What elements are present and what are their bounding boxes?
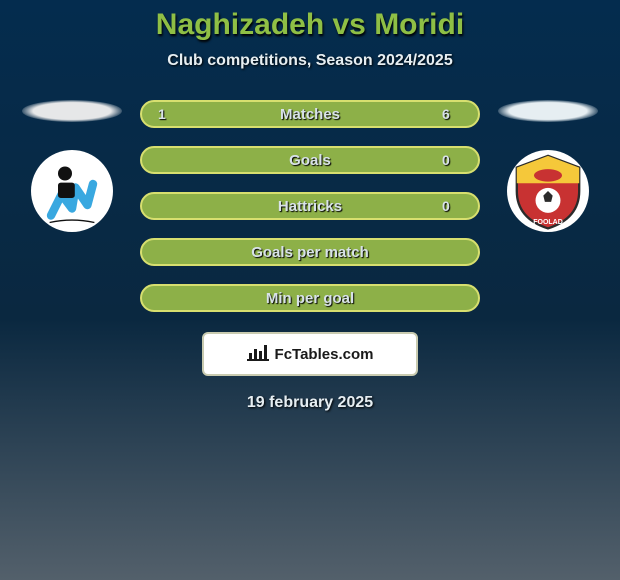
stat-bar-min-per-goal: Min per goal [140,284,480,312]
stat-label: Goals per match [251,244,369,261]
stat-label: Min per goal [266,290,354,307]
stat-label: Matches [280,106,340,123]
comparison-row: 1 Matches 6 Goals 0 Hattricks 0 Goals pe… [0,100,620,312]
date-label: 19 february 2025 [0,394,620,412]
infographic-container: Naghizadeh vs Moridi Club competitions, … [0,0,620,580]
svg-text:FOOLAD: FOOLAD [533,219,563,226]
brand-box: FcTables.com [202,332,418,376]
stat-bar-goals-per-match: Goals per match [140,238,480,266]
stat-right-value: 0 [442,152,462,168]
stat-bar-hattricks: Hattricks 0 [140,192,480,220]
brand-label: FcTables.com [275,346,374,363]
stat-bar-goals: Goals 0 [140,146,480,174]
stat-label: Hattricks [278,198,342,215]
stat-bar-matches: 1 Matches 6 [140,100,480,128]
stat-left-value: 1 [158,106,178,122]
stat-right-value: 0 [442,198,462,214]
stats-column: 1 Matches 6 Goals 0 Hattricks 0 Goals pe… [140,100,480,312]
brand-chart-icon [247,343,269,366]
stat-right-value: 6 [442,106,462,122]
right-platform-icon [498,100,598,122]
left-club-badge-icon [31,150,113,232]
right-club-badge-icon: FOOLAD [507,150,589,232]
left-platform-icon [22,100,122,122]
left-side [22,100,122,232]
page-subtitle: Club competitions, Season 2024/2025 [0,52,620,70]
right-side: FOOLAD [498,100,598,232]
page-title: Naghizadeh vs Moridi [0,8,620,42]
stat-label: Goals [289,152,331,169]
